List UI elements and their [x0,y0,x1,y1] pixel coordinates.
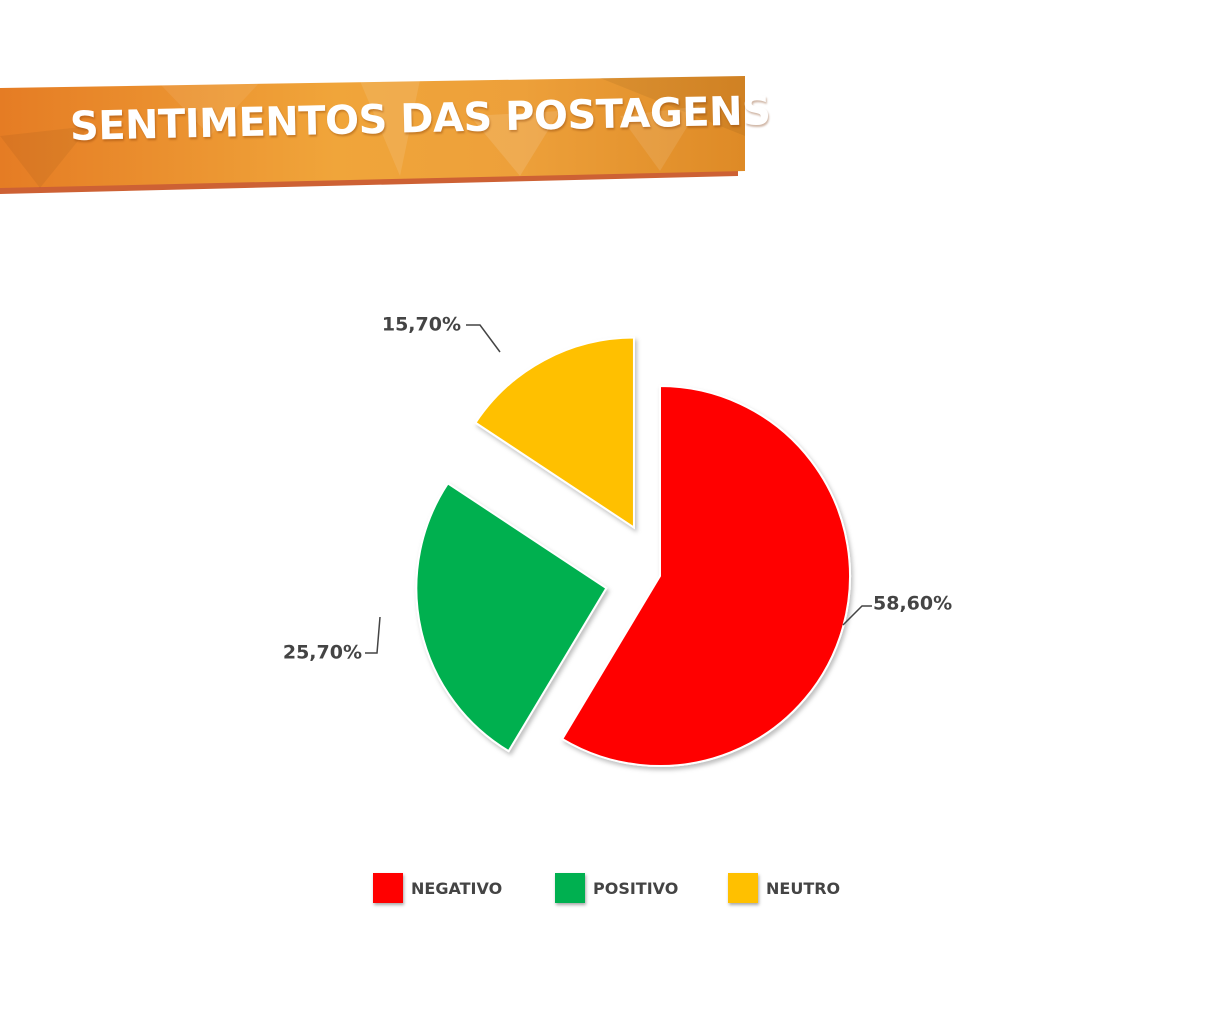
legend-swatch-neutro [728,873,758,903]
legend-swatch-positivo [555,873,585,903]
title-banner [0,76,745,194]
data-label-negativo: 58,60% [873,593,952,615]
legend-label-neutro: NEUTRO [766,878,841,898]
leader-line-positivo [365,616,381,654]
legend-label-positivo: POSITIVO [593,878,679,898]
leader-line-negativo [842,605,872,626]
data-label-positivo: 25,70% [283,642,362,664]
chart-legend: NEGATIVO POSITIVO NEUTRO [0,873,1205,913]
legend-item-neutro: NEUTRO [728,873,840,903]
pie-slice-negativo [560,384,851,767]
legend-item-positivo: POSITIVO [555,873,678,903]
pie-slice-positivo [415,481,608,753]
legend-swatch-negativo [373,873,403,903]
legend-item-negativo: NEGATIVO [373,873,502,903]
data-label-neutro: 15,70% [382,314,461,336]
leader-line-neutro [466,324,501,353]
pie-slice-neutro [474,336,635,530]
legend-label-negativo: NEGATIVO [411,878,503,898]
